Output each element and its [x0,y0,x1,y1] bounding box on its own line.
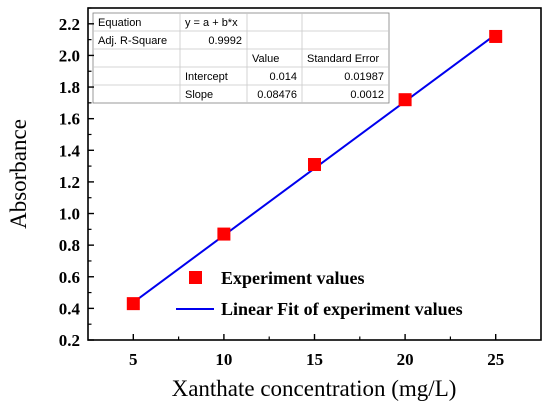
y-tick-label: 0.8 [59,236,80,255]
x-tick-label: 5 [129,350,138,369]
stats-table-cell: 0.014 [269,71,297,83]
stats-table: Equation y = a + b*x Adj. R-Square 0.9992 Va… [92,12,390,104]
legend-label-fit: Linear Fit of experiment values [221,299,463,319]
x-tick-label: 20 [397,350,414,369]
stats-table-cell: 0.08476 [257,89,297,101]
data-point [398,93,412,107]
y-tick-label: 1.6 [59,110,80,129]
y-tick-label: 1.8 [59,78,80,97]
y-tick-label: 0.4 [59,299,81,318]
stats-table-cell: Intercept [185,71,228,83]
y-tick-label: 2.0 [59,46,80,65]
stats-table-cell: Value [252,53,279,65]
stats-table-cell: Slope [185,89,213,101]
x-tick-label: 25 [487,350,504,369]
stats-table-cell: y = a + b*x [185,17,238,29]
legend-marker-experiment [189,271,202,284]
stats-table-cell: Adj. R-Square [98,35,167,47]
data-point [217,227,231,241]
stats-table-cell: 0.9992 [208,35,242,47]
x-axis: 5 10 15 20 25 [129,334,504,369]
y-axis-title: Absorbance [6,119,31,229]
stats-table-frame [92,12,390,104]
y-tick-label: 1.0 [59,205,80,224]
stats-table-cell: Standard Error [307,53,379,65]
y-tick-label: 2.2 [59,15,80,34]
y-tick-label: 0.2 [59,331,80,350]
data-point [308,158,321,172]
stats-table-cell: 0.01987 [344,71,384,83]
y-tick-label: 1.2 [59,173,80,192]
x-tick-label: 15 [306,350,323,369]
data-point [126,297,140,311]
stats-table-cell: Equation [98,17,141,29]
legend-label-experiment: Experiment values [221,268,365,288]
plot-area [126,29,503,311]
y-tick-label: 1.4 [59,141,81,160]
legend: Experiment values Linear Fit of experime… [176,268,463,319]
x-axis-title: Xanthate concentration (mg/L) [172,376,457,401]
y-axis: 0.2 0.4 0.6 0.8 1.0 1.2 1.4 1.6 1.8 2.0 2.2 [59,7,94,350]
data-point [489,29,503,43]
x-tick-label: 10 [215,350,232,369]
y-tick-label: 0.6 [59,268,80,287]
stats-table-cell: 0.0012 [350,89,384,101]
